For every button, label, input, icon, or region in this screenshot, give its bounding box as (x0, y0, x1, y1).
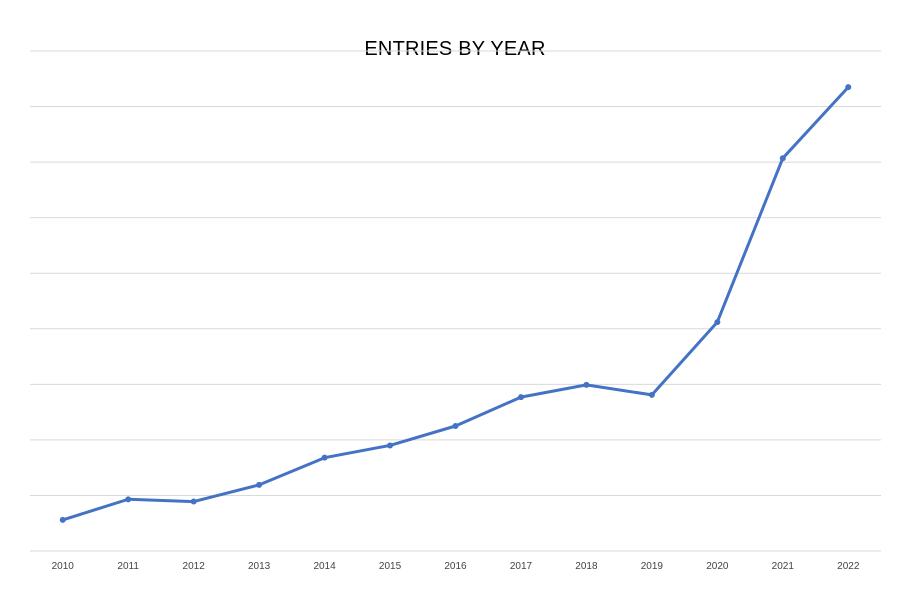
series-layer (59, 84, 852, 523)
x-tick-label: 2021 (772, 561, 795, 572)
data-point-2016 (452, 423, 459, 429)
x-tick-label: 2016 (444, 561, 467, 572)
x-tick-label: 2010 (52, 561, 75, 572)
x-tick-label: 2013 (248, 561, 271, 572)
series-line (61, 85, 850, 522)
data-point-2013 (256, 481, 263, 488)
x-axis: 2010 2011 2012 2013 2014 2015 2016 2017 2018 2019… (52, 561, 860, 572)
data-point-2018 (583, 381, 590, 388)
data-point-2020 (714, 319, 721, 326)
x-tick-label: 2020 (706, 561, 729, 572)
x-tick-label: 2022 (837, 561, 860, 572)
x-tick-label: 2014 (313, 561, 336, 572)
data-point-2011 (125, 496, 132, 503)
data-point-2014 (321, 454, 328, 461)
gridlines (30, 50, 881, 552)
x-tick-label: 2017 (510, 561, 533, 572)
data-point-2019 (648, 391, 655, 398)
data-point-2015 (387, 442, 394, 449)
x-tick-label: 2019 (641, 561, 664, 572)
data-point-2012 (190, 498, 197, 505)
x-tick-label: 2011 (117, 561, 139, 572)
chart-title: ENTRIES BY YEAR (364, 38, 546, 60)
data-point-2022 (845, 84, 852, 91)
x-tick-label: 2018 (575, 561, 598, 572)
x-tick-label: 2012 (183, 561, 206, 572)
x-tick-label: 2015 (379, 561, 402, 572)
data-point-2010 (59, 516, 66, 523)
data-point-2017 (517, 394, 524, 401)
data-point-2021 (779, 155, 786, 162)
